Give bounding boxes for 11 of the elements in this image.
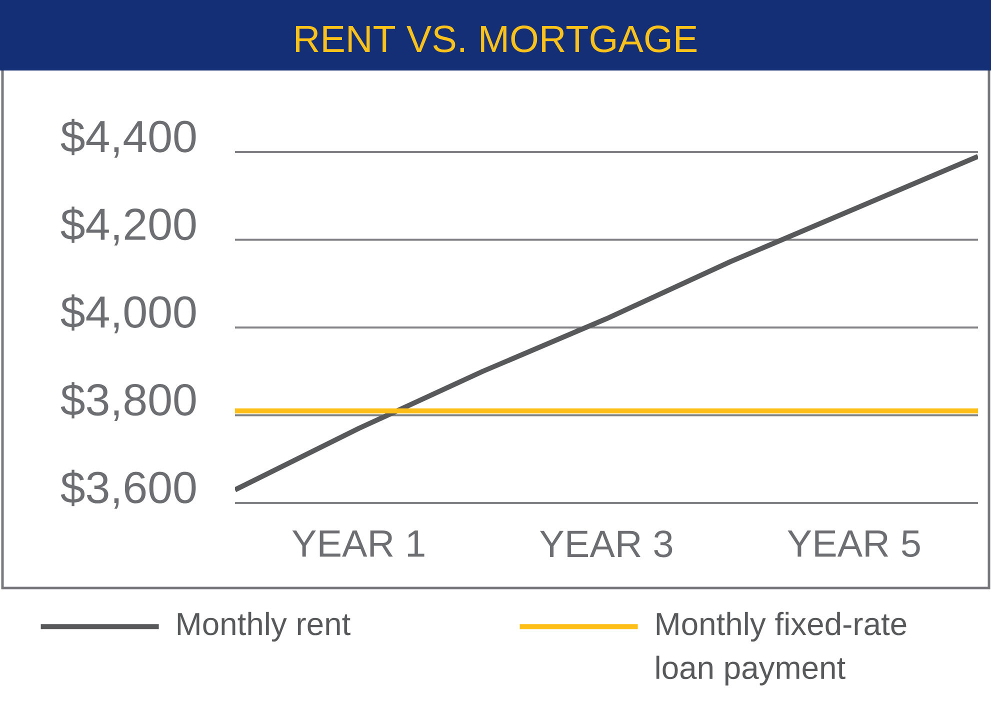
- x-tick-label: YEAR 5: [788, 530, 920, 557]
- y-tick-label: $3,600: [60, 470, 196, 509]
- x-tick-label: YEAR 3: [540, 530, 672, 558]
- x-tick-label: YEAR 1: [292, 530, 424, 557]
- y-tick-label: $4,200: [60, 206, 196, 246]
- legend-label: Monthly fixed-rate loan payment: [656, 612, 906, 686]
- chart-title: RENT VS. MORTGAGE: [296, 26, 697, 52]
- y-tick-label: $4,400: [60, 118, 196, 158]
- legend-label: Monthly rent: [178, 612, 350, 642]
- y-tick-label: $4,000: [60, 294, 196, 334]
- y-tick-label: $3,800: [60, 382, 196, 421]
